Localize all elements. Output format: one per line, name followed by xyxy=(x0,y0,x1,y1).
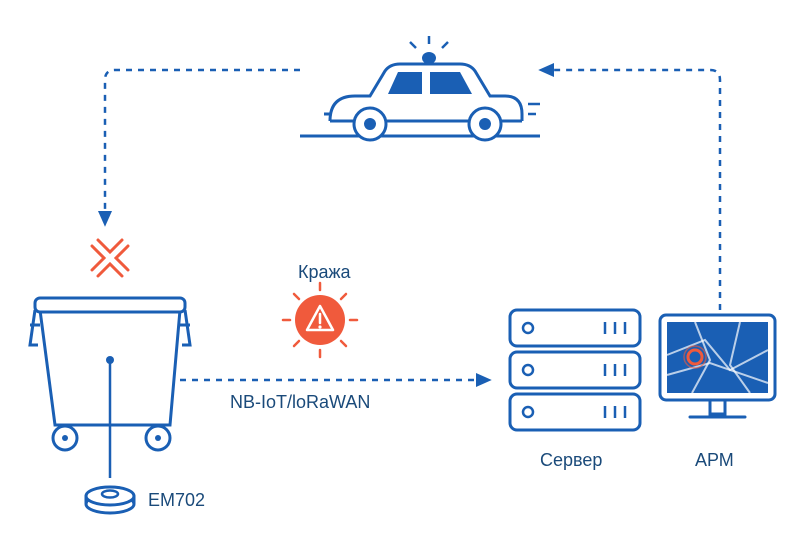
theft-alert-icon xyxy=(283,283,357,357)
server-label: Сервер xyxy=(540,450,602,471)
sensor-label: EM702 xyxy=(148,490,205,511)
theft-alert-label: Кража xyxy=(298,262,351,283)
server-stack-icon xyxy=(510,310,640,430)
workstation-icon xyxy=(660,315,775,417)
diagram-canvas xyxy=(0,0,800,560)
nb-iot-label: NB-IoT/loRaWAN xyxy=(230,392,370,413)
workstation-label: АРМ xyxy=(695,450,734,471)
response-link xyxy=(105,70,300,225)
police-car xyxy=(300,36,540,140)
lift-arrows-icon xyxy=(92,240,128,276)
em702-sensor-icon xyxy=(86,487,134,513)
dispatch-link xyxy=(540,70,720,310)
